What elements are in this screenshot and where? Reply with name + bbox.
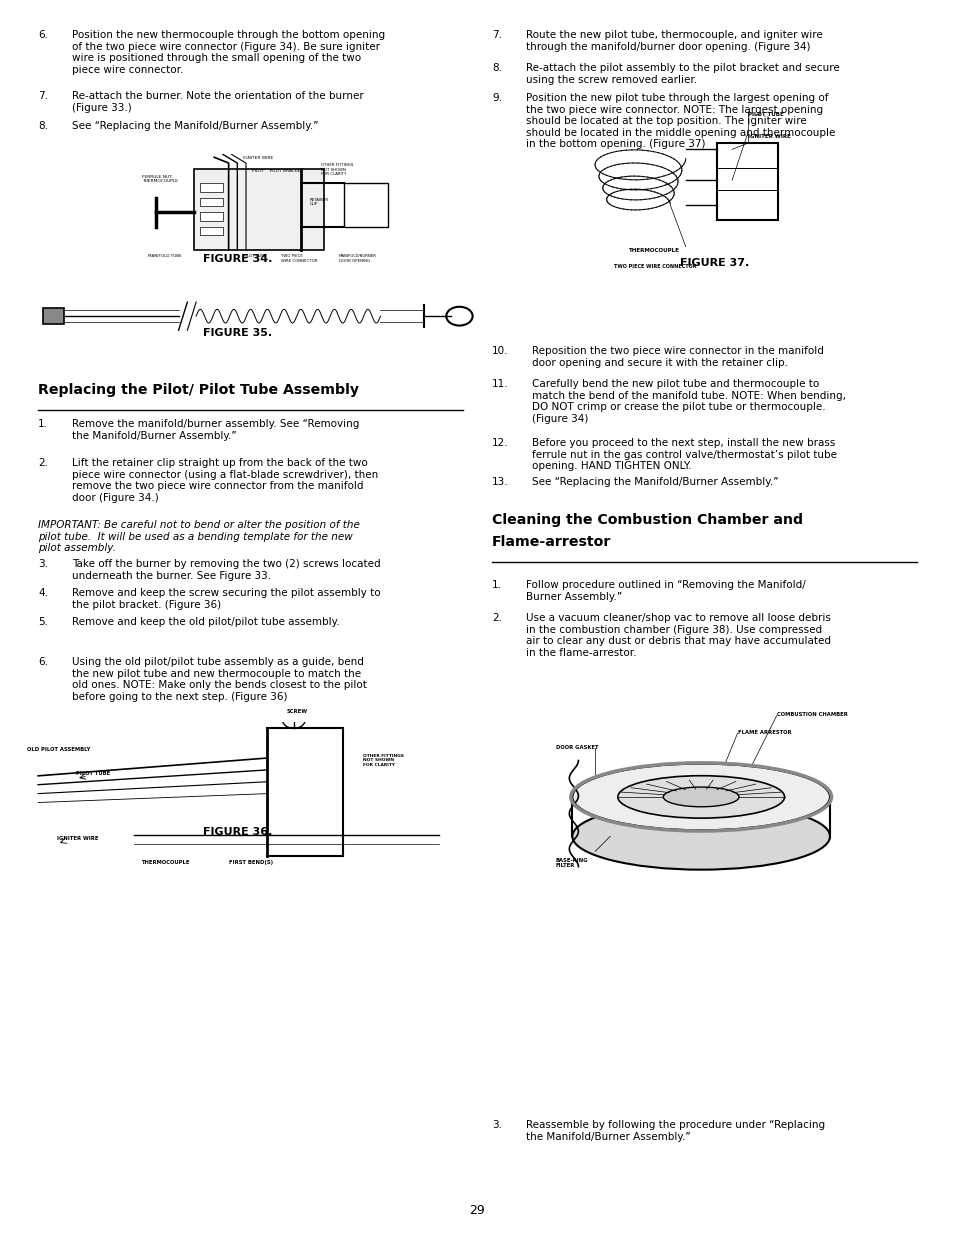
Ellipse shape bbox=[662, 787, 739, 806]
Text: 10.: 10. bbox=[492, 346, 508, 356]
Bar bbox=[193, 169, 324, 249]
Text: Replacing the Pilot/ Pilot Tube Assembly: Replacing the Pilot/ Pilot Tube Assembly bbox=[38, 383, 358, 396]
Text: Take off the burner by removing the two (2) screws located
underneath the burner: Take off the burner by removing the two … bbox=[71, 559, 380, 580]
Text: PILOT TUBE: PILOT TUBE bbox=[243, 254, 267, 258]
Text: MANIFOLD/BURNER
DOOR OPENING: MANIFOLD/BURNER DOOR OPENING bbox=[338, 254, 376, 263]
Text: 8.: 8. bbox=[38, 121, 48, 131]
Text: FIGURE 38.: FIGURE 38. bbox=[679, 834, 749, 844]
Text: Re-attach the burner. Note the orientation of the burner
(Figure 33.): Re-attach the burner. Note the orientati… bbox=[71, 91, 363, 112]
Text: PILOT TUBE: PILOT TUBE bbox=[747, 112, 782, 117]
Bar bbox=[344, 183, 387, 227]
Text: Use a vacuum cleaner/shop vac to remove all loose debris
in the combustion chamb: Use a vacuum cleaner/shop vac to remove … bbox=[525, 613, 830, 658]
Text: 29: 29 bbox=[469, 1204, 484, 1216]
Text: Reposition the two piece wire connector in the manifold
door opening and secure : Reposition the two piece wire connector … bbox=[532, 346, 823, 368]
Text: FERRULE NUT
THERMOCOUPLE: FERRULE NUT THERMOCOUPLE bbox=[142, 174, 177, 183]
Text: 6.: 6. bbox=[38, 30, 48, 40]
Text: Remove and keep the old pilot/pilot tube assembly.: Remove and keep the old pilot/pilot tube… bbox=[71, 618, 339, 627]
Text: OTHER FITTINGS
NOT SHOWN
FOR CLARITY: OTHER FITTINGS NOT SHOWN FOR CLARITY bbox=[362, 753, 403, 767]
Text: DOOR GASKET: DOOR GASKET bbox=[555, 746, 598, 751]
Text: Route the new pilot tube, thermocouple, and igniter wire
through the manifold/bu: Route the new pilot tube, thermocouple, … bbox=[525, 30, 821, 52]
Bar bbox=[199, 198, 223, 206]
Text: Flame-arrestor: Flame-arrestor bbox=[492, 535, 611, 550]
Text: 2.: 2. bbox=[38, 458, 48, 468]
Text: 11.: 11. bbox=[492, 379, 508, 389]
Text: COMBUSTION CHAMBER: COMBUSTION CHAMBER bbox=[776, 713, 847, 718]
Bar bbox=[43, 309, 65, 324]
Text: Before you proceed to the next step, install the new brass
ferrule nut in the ga: Before you proceed to the next step, ins… bbox=[532, 438, 836, 472]
Text: Lift the retainer clip straight up from the back of the two
piece wire connector: Lift the retainer clip straight up from … bbox=[71, 458, 377, 503]
Text: 4.: 4. bbox=[38, 588, 48, 598]
Text: 1.: 1. bbox=[492, 580, 501, 590]
Text: FIGURE 36.: FIGURE 36. bbox=[203, 827, 273, 837]
Text: 8.: 8. bbox=[492, 63, 501, 73]
Text: IGNITER WIRE: IGNITER WIRE bbox=[243, 156, 274, 159]
Text: 13.: 13. bbox=[492, 477, 508, 487]
Text: 2.: 2. bbox=[492, 613, 501, 622]
Text: TWO PIECE WIRE CONNECTOR: TWO PIECE WIRE CONNECTOR bbox=[613, 264, 696, 269]
Text: Remove and keep the screw securing the pilot assembly to
the pilot bracket. (Fig: Remove and keep the screw securing the p… bbox=[71, 588, 380, 610]
Text: 7.: 7. bbox=[492, 30, 501, 40]
Text: TWO PIECE
WIRE CONNECTOR: TWO PIECE WIRE CONNECTOR bbox=[280, 254, 316, 263]
Text: Re-attach the pilot assembly to the pilot bracket and secure
using the screw rem: Re-attach the pilot assembly to the pilo… bbox=[525, 63, 839, 85]
Text: FLAME ARRESTOR: FLAME ARRESTOR bbox=[737, 730, 790, 735]
Text: OTHER FITTINGS
NOT SHOWN
FOR CLARITY: OTHER FITTINGS NOT SHOWN FOR CLARITY bbox=[321, 163, 354, 177]
Text: FIRST BEND(S): FIRST BEND(S) bbox=[229, 860, 273, 864]
Bar bbox=[199, 227, 223, 236]
Text: Cleaning the Combustion Chamber and: Cleaning the Combustion Chamber and bbox=[492, 513, 802, 527]
Bar bbox=[199, 212, 223, 221]
Text: FIGURE 37.: FIGURE 37. bbox=[679, 258, 749, 268]
Text: 3.: 3. bbox=[492, 1120, 501, 1130]
Text: 5.: 5. bbox=[38, 618, 48, 627]
Ellipse shape bbox=[572, 803, 829, 869]
Text: 7.: 7. bbox=[38, 91, 48, 101]
Text: 9.: 9. bbox=[492, 93, 501, 103]
Text: See “Replacing the Manifold/Burner Assembly.”: See “Replacing the Manifold/Burner Assem… bbox=[71, 121, 318, 131]
Text: IGNITER WIRE: IGNITER WIRE bbox=[57, 836, 99, 841]
Text: Remove the manifold/burner assembly. See “Removing
the Manifold/Burner Assembly.: Remove the manifold/burner assembly. See… bbox=[71, 419, 359, 441]
Text: THERMOCOUPLE: THERMOCOUPLE bbox=[629, 248, 679, 253]
Text: Position the new pilot tube through the largest opening of
the two piece wire co: Position the new pilot tube through the … bbox=[525, 93, 835, 149]
Bar bbox=[716, 143, 778, 220]
Text: RETAINER
CLIP: RETAINER CLIP bbox=[310, 198, 329, 206]
Text: MANIFOLD TUBE: MANIFOLD TUBE bbox=[148, 254, 181, 258]
Text: BASE-RING
FILTER: BASE-RING FILTER bbox=[555, 857, 588, 868]
Text: IGNITER WIRE: IGNITER WIRE bbox=[747, 135, 789, 140]
Text: SCREW: SCREW bbox=[286, 709, 307, 714]
Text: See “Replacing the Manifold/Burner Assembly.”: See “Replacing the Manifold/Burner Assem… bbox=[532, 477, 778, 487]
Text: THERMOCOUPLE: THERMOCOUPLE bbox=[141, 860, 190, 864]
Text: PILOT TUBE: PILOT TUBE bbox=[76, 771, 111, 776]
Ellipse shape bbox=[618, 776, 783, 818]
Text: Carefully bend the new pilot tube and thermocouple to
match the bend of the mani: Carefully bend the new pilot tube and th… bbox=[532, 379, 845, 424]
Text: FIGURE 35.: FIGURE 35. bbox=[203, 329, 273, 338]
Text: 1.: 1. bbox=[38, 419, 48, 429]
Text: FIGURE 34.: FIGURE 34. bbox=[203, 254, 273, 264]
Text: IMPORTANT: Be careful not to bend or alter the position of the
pilot tube.  It w: IMPORTANT: Be careful not to bend or alt… bbox=[38, 520, 359, 553]
Ellipse shape bbox=[572, 763, 829, 830]
Text: Reassemble by following the procedure under “Replacing
the Manifold/Burner Assem: Reassemble by following the procedure un… bbox=[525, 1120, 824, 1141]
Text: Follow procedure outlined in “Removing the Manifold/
Burner Assembly.”: Follow procedure outlined in “Removing t… bbox=[525, 580, 805, 601]
Text: OLD PILOT ASSEMBLY: OLD PILOT ASSEMBLY bbox=[27, 747, 90, 752]
Text: 6.: 6. bbox=[38, 657, 48, 667]
Text: PILOT    PILOT BRACKET: PILOT PILOT BRACKET bbox=[252, 169, 302, 173]
Text: Using the old pilot/pilot tube assembly as a guide, bend
the new pilot tube and : Using the old pilot/pilot tube assembly … bbox=[71, 657, 367, 701]
Text: Position the new thermocouple through the bottom opening
of the two piece wire c: Position the new thermocouple through th… bbox=[71, 30, 385, 75]
Text: 3.: 3. bbox=[38, 559, 48, 569]
Text: 12.: 12. bbox=[492, 438, 508, 448]
Bar bbox=[199, 183, 223, 191]
